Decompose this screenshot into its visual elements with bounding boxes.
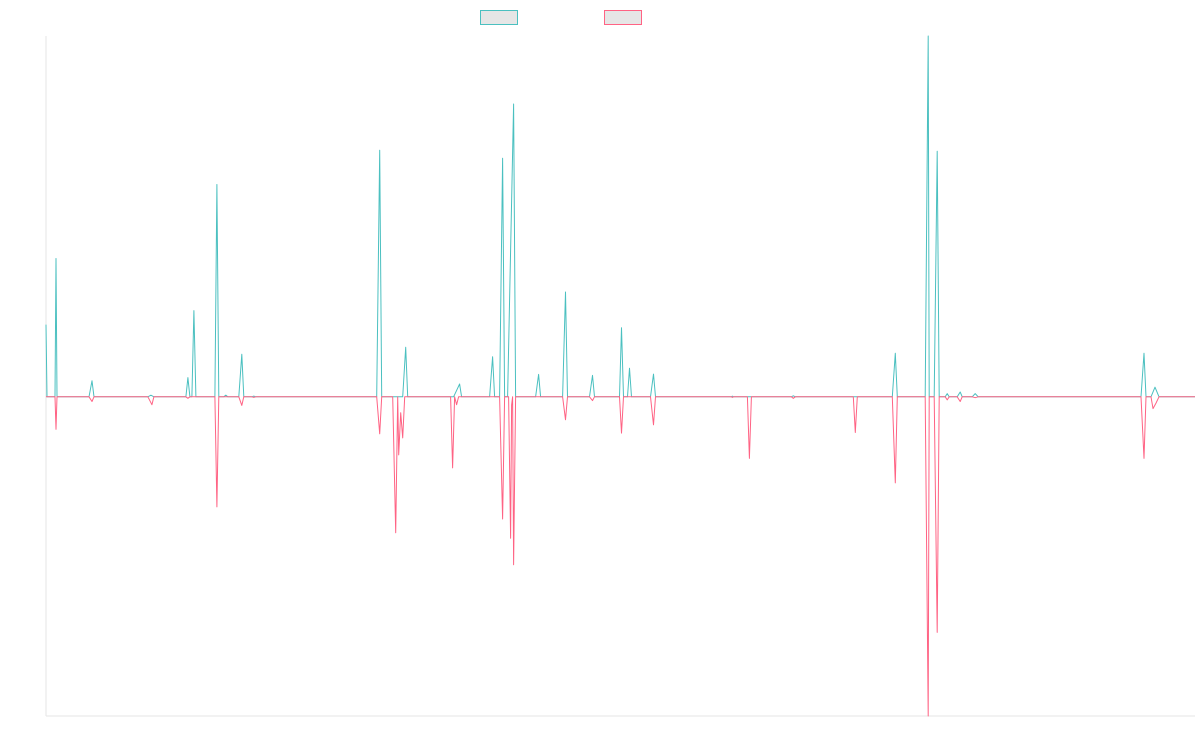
legend-swatch-series-2: [604, 9, 642, 25]
series-line-2: [46, 396, 1195, 717]
legend-swatch-series-1: [480, 9, 518, 25]
series-layer: [45, 35, 1195, 717]
chart-axes: [45, 36, 1195, 717]
legend-item-series-1[interactable]: [480, 9, 524, 25]
series-line-1: [45, 35, 1195, 398]
legend-item-series-2[interactable]: [604, 9, 648, 25]
